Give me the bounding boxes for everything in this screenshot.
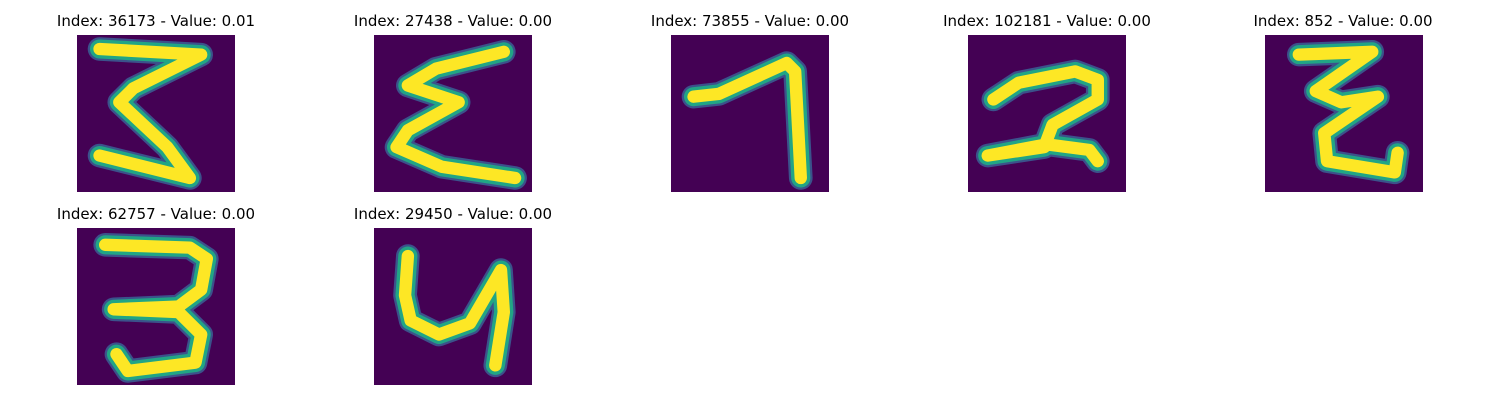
digit-image — [374, 228, 532, 385]
panel-title: Index: 29450 - Value: 0.00 — [353, 205, 553, 223]
digit-z-icon — [1265, 35, 1423, 192]
digit-image — [671, 35, 829, 192]
digit-sigma-icon — [374, 35, 532, 192]
panel-title: Index: 73855 - Value: 0.00 — [650, 12, 850, 30]
panel-title: Index: 62757 - Value: 0.00 — [56, 205, 256, 223]
digit-3-icon — [77, 35, 235, 192]
digit-image — [374, 35, 532, 192]
digit-1-icon — [671, 35, 829, 192]
digit-image — [1265, 35, 1423, 192]
panel-title: Index: 852 - Value: 0.00 — [1253, 12, 1433, 30]
digit-image — [968, 35, 1126, 192]
digit-3-icon — [77, 228, 235, 385]
digit-4-icon — [374, 228, 532, 385]
digit-2-icon — [968, 35, 1126, 192]
panel-title: Index: 102181 - Value: 0.00 — [943, 12, 1151, 30]
digit-image — [77, 35, 235, 192]
digit-image — [77, 228, 235, 385]
panel-title: Index: 27438 - Value: 0.00 — [353, 12, 553, 30]
panel-title: Index: 36173 - Value: 0.01 — [56, 12, 256, 30]
